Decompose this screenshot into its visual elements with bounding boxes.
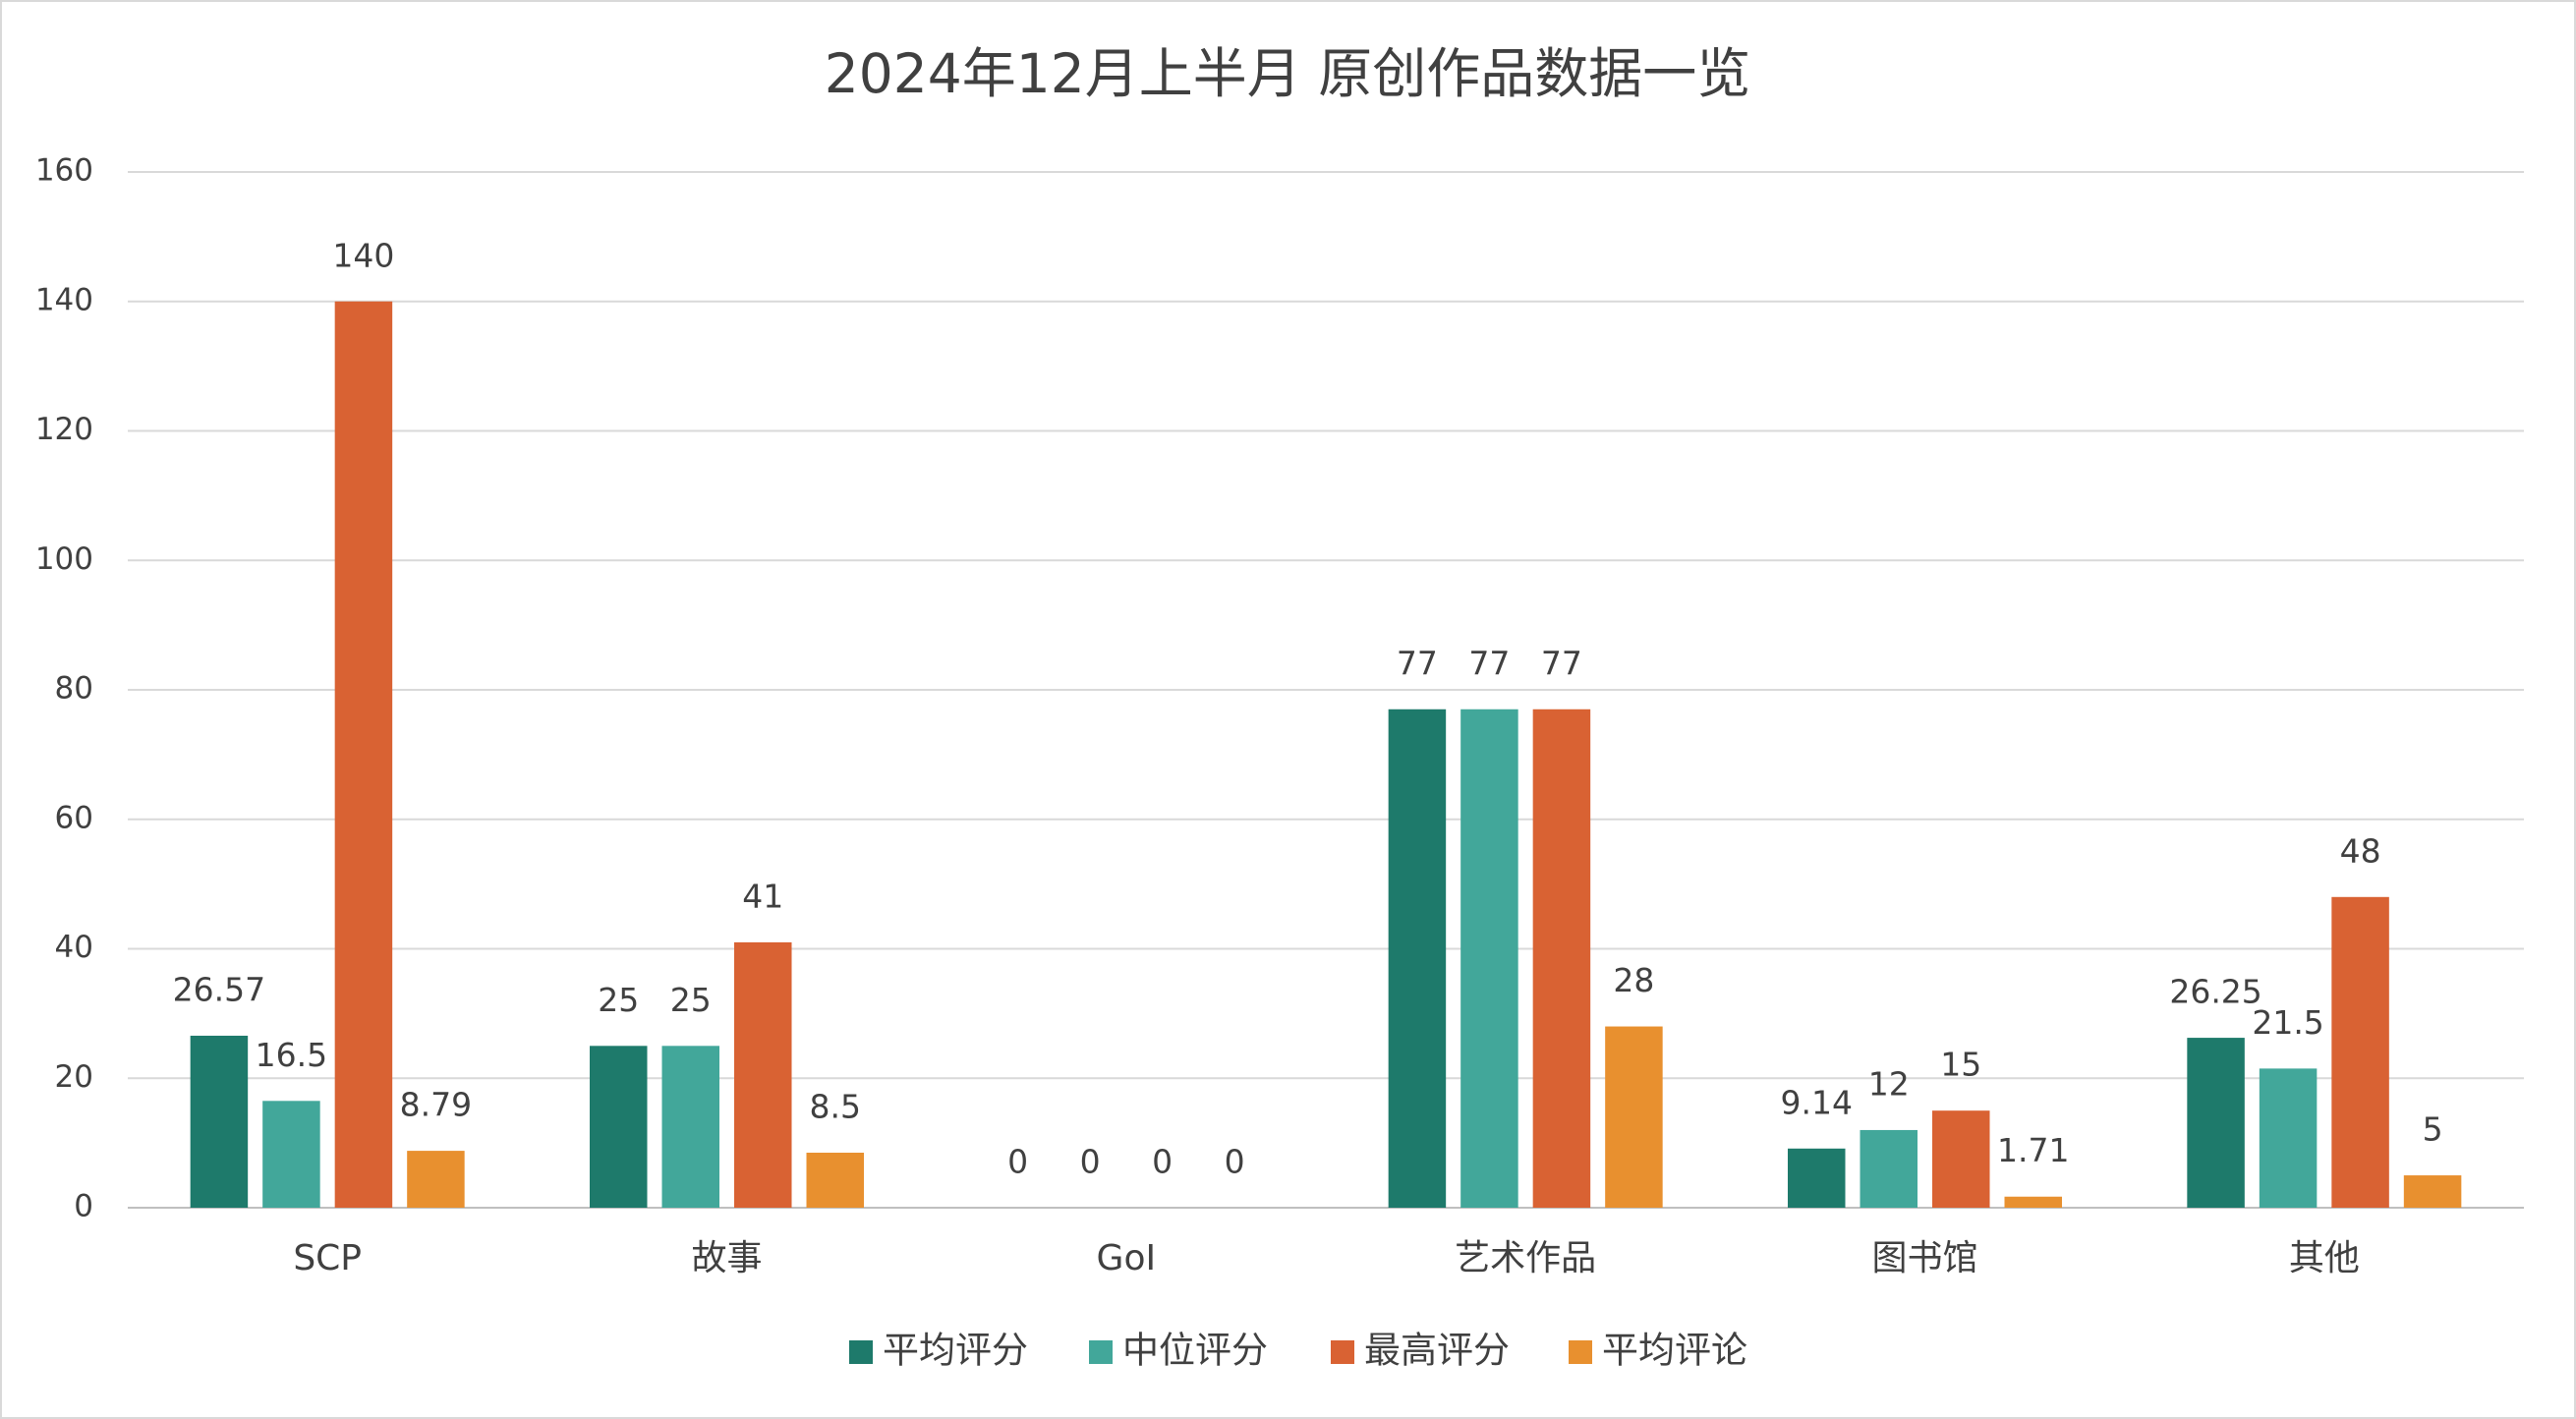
data-label: 5 xyxy=(2423,1110,2443,1149)
bar xyxy=(2187,1038,2245,1208)
y-tick-label: 120 xyxy=(35,412,93,447)
data-label: 12 xyxy=(1868,1064,1910,1103)
bar xyxy=(262,1101,320,1208)
y-tick-label: 60 xyxy=(55,800,93,835)
chart-title: 2024年12月上半月 原创作品数据一览 xyxy=(825,42,1750,105)
y-tick-label: 140 xyxy=(35,282,93,317)
bar xyxy=(2259,1068,2318,1208)
data-label: 0 xyxy=(1225,1143,1245,1181)
data-label: 140 xyxy=(332,236,394,274)
bar xyxy=(1860,1129,1918,1208)
bar xyxy=(2004,1196,2062,1208)
data-label: 41 xyxy=(742,877,783,915)
data-label: 9.14 xyxy=(1781,1083,1853,1121)
x-tick-label: 其他 xyxy=(2289,1238,2360,1278)
x-tick-label: GoI xyxy=(1097,1238,1157,1278)
data-label: 77 xyxy=(1541,644,1582,682)
bar xyxy=(190,1035,249,1208)
data-label: 25 xyxy=(670,981,712,1019)
bar xyxy=(1788,1148,1846,1208)
bar xyxy=(1605,1026,1663,1208)
data-label: 21.5 xyxy=(2252,1003,2323,1042)
bar xyxy=(407,1151,465,1208)
data-label: 26.57 xyxy=(173,970,265,1008)
data-label: 77 xyxy=(1468,644,1510,682)
y-tick-label: 160 xyxy=(35,153,93,189)
y-tick-label: 80 xyxy=(55,671,93,707)
x-tick-label: 艺术作品 xyxy=(1455,1238,1596,1278)
bar xyxy=(661,1046,719,1208)
data-label: 48 xyxy=(2340,831,2381,870)
data-label: 8.79 xyxy=(400,1086,472,1124)
legend-label: 平均评分 xyxy=(883,1330,1028,1372)
y-tick-label: 40 xyxy=(55,930,93,965)
data-label: 8.5 xyxy=(810,1088,861,1126)
bar xyxy=(1460,709,1518,1208)
x-tick-label: 故事 xyxy=(691,1238,762,1278)
y-tick-label: 0 xyxy=(74,1189,93,1224)
y-tick-label: 20 xyxy=(55,1059,93,1095)
data-label: 16.5 xyxy=(256,1036,327,1074)
data-label: 15 xyxy=(1940,1046,1981,1084)
data-label: 0 xyxy=(1080,1143,1101,1181)
bar xyxy=(2331,896,2389,1208)
bar xyxy=(1532,709,1591,1208)
x-tick-label: SCP xyxy=(293,1238,362,1278)
y-tick-label: 100 xyxy=(35,541,93,577)
legend-label: 平均评论 xyxy=(1602,1330,1747,1372)
legend-swatch xyxy=(849,1340,873,1364)
data-label: 26.25 xyxy=(2169,973,2261,1011)
x-tick-label: 图书馆 xyxy=(1871,1238,1977,1278)
data-label: 77 xyxy=(1397,644,1438,682)
data-label: 0 xyxy=(1007,1143,1028,1181)
legend-swatch xyxy=(1331,1340,1354,1364)
bar xyxy=(1388,709,1447,1208)
legend-swatch xyxy=(1089,1340,1113,1364)
data-label: 0 xyxy=(1152,1143,1173,1181)
bar xyxy=(1932,1110,1990,1208)
legend-label: 中位评分 xyxy=(1122,1330,1268,1372)
bar xyxy=(734,941,792,1208)
data-label: 25 xyxy=(598,981,639,1019)
legend-label: 最高评分 xyxy=(1364,1330,1510,1372)
bar xyxy=(334,301,393,1208)
data-label: 1.71 xyxy=(1997,1131,2069,1169)
bar xyxy=(2403,1175,2462,1208)
data-label: 28 xyxy=(1613,961,1654,999)
legend-swatch xyxy=(1569,1340,1592,1364)
bar xyxy=(806,1153,864,1208)
bar xyxy=(590,1046,648,1208)
